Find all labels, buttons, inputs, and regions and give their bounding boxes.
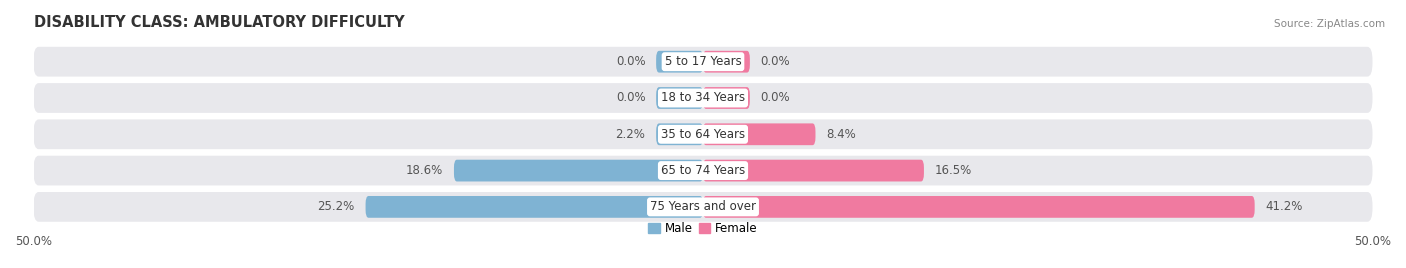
Text: Source: ZipAtlas.com: Source: ZipAtlas.com — [1274, 19, 1385, 29]
Text: 0.0%: 0.0% — [616, 91, 645, 105]
FancyBboxPatch shape — [657, 51, 703, 73]
FancyBboxPatch shape — [34, 120, 1372, 149]
FancyBboxPatch shape — [34, 47, 1372, 77]
FancyBboxPatch shape — [703, 196, 1254, 218]
Text: 5 to 17 Years: 5 to 17 Years — [665, 55, 741, 68]
Text: 0.0%: 0.0% — [761, 55, 790, 68]
Text: 2.2%: 2.2% — [616, 128, 645, 141]
Text: 18 to 34 Years: 18 to 34 Years — [661, 91, 745, 105]
Text: 8.4%: 8.4% — [827, 128, 856, 141]
FancyBboxPatch shape — [703, 123, 815, 145]
FancyBboxPatch shape — [703, 87, 749, 109]
FancyBboxPatch shape — [657, 87, 703, 109]
FancyBboxPatch shape — [366, 196, 703, 218]
Text: 75 Years and over: 75 Years and over — [650, 200, 756, 213]
Text: 41.2%: 41.2% — [1265, 200, 1303, 213]
Text: DISABILITY CLASS: AMBULATORY DIFFICULTY: DISABILITY CLASS: AMBULATORY DIFFICULTY — [34, 15, 404, 30]
Text: 65 to 74 Years: 65 to 74 Years — [661, 164, 745, 177]
Text: 0.0%: 0.0% — [616, 55, 645, 68]
Text: 16.5%: 16.5% — [935, 164, 972, 177]
FancyBboxPatch shape — [703, 51, 749, 73]
FancyBboxPatch shape — [703, 160, 924, 181]
Text: 35 to 64 Years: 35 to 64 Years — [661, 128, 745, 141]
FancyBboxPatch shape — [34, 192, 1372, 222]
Legend: Male, Female: Male, Female — [644, 218, 762, 240]
FancyBboxPatch shape — [34, 83, 1372, 113]
FancyBboxPatch shape — [657, 123, 703, 145]
FancyBboxPatch shape — [34, 156, 1372, 185]
Text: 25.2%: 25.2% — [318, 200, 354, 213]
Text: 18.6%: 18.6% — [406, 164, 443, 177]
Text: 0.0%: 0.0% — [761, 91, 790, 105]
FancyBboxPatch shape — [454, 160, 703, 181]
